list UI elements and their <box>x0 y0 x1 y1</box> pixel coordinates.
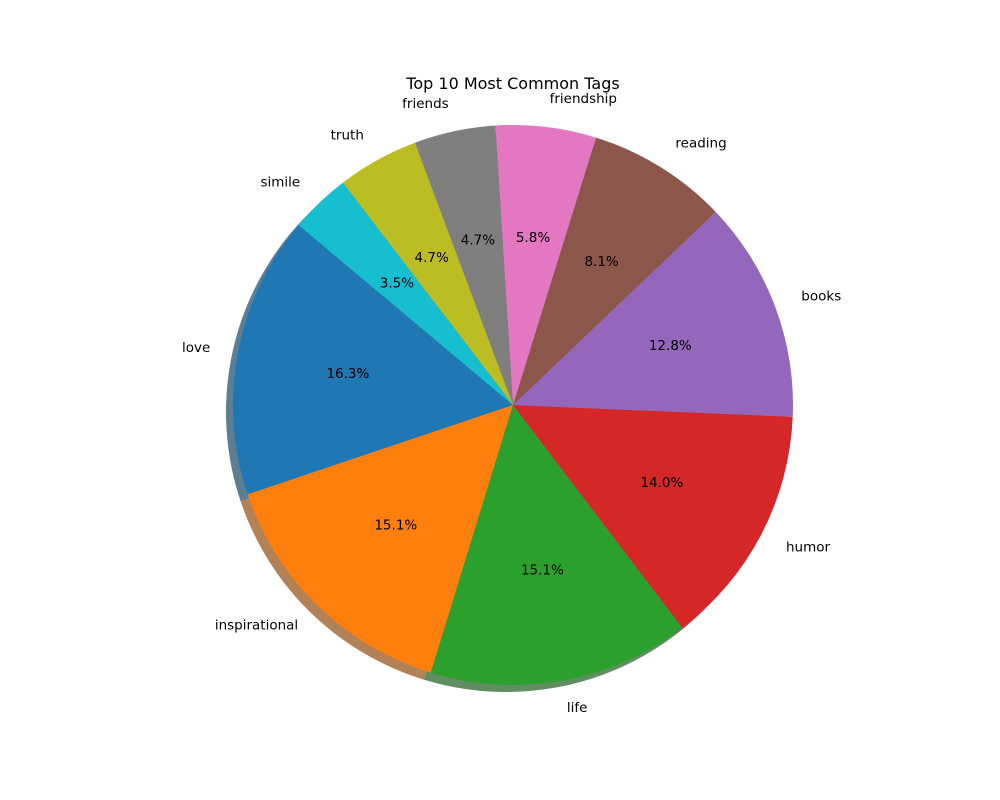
slice-label-friendship: friendship <box>550 91 617 107</box>
slice-label-humor: humor <box>786 540 831 556</box>
slice-friends <box>414 125 513 406</box>
slice-label-truth: truth <box>331 128 364 144</box>
slice-label-life: life <box>567 700 588 716</box>
slice-truth <box>342 142 513 405</box>
slice-books <box>513 211 793 417</box>
slice-percent-humor: 14.0% <box>640 475 683 491</box>
slice-friendship <box>495 124 597 405</box>
slice-inspirational <box>247 405 513 673</box>
slice-percent-truth: 4.7% <box>415 250 449 266</box>
slice-life <box>430 405 683 685</box>
slice-label-friends: friends <box>402 96 449 112</box>
slice-humor <box>513 405 793 628</box>
slice-love <box>233 225 513 495</box>
slice-percent-reading: 8.1% <box>584 254 618 270</box>
slice-percent-friendship: 5.8% <box>516 230 550 246</box>
slice-label-inspirational: inspirational <box>215 618 298 634</box>
chart-title: Top 10 Most Common Tags <box>405 74 619 93</box>
slice-label-books: books <box>801 289 841 305</box>
pie-slices <box>233 124 793 685</box>
slice-percent-life: 15.1% <box>521 562 564 578</box>
slice-label-simile: simile <box>260 174 300 190</box>
slice-reading <box>513 137 716 405</box>
slice-percent-friends: 4.7% <box>461 233 495 249</box>
pie-labels: love 16.3% inspirational 15.1% life 15.1% humo… <box>182 91 841 716</box>
slice-percent-books: 12.8% <box>649 338 692 354</box>
slice-percent-inspirational: 15.1% <box>374 517 417 533</box>
slice-percent-love: 16.3% <box>326 366 369 382</box>
slice-simile <box>298 182 513 405</box>
slice-label-love: love <box>182 340 210 356</box>
slice-percent-simile: 3.5% <box>380 276 414 292</box>
slice-label-reading: reading <box>675 135 726 151</box>
